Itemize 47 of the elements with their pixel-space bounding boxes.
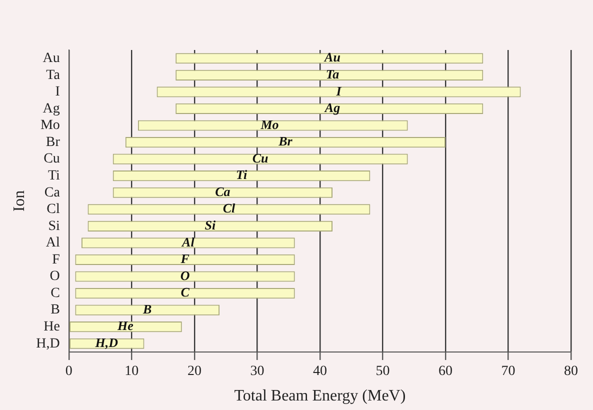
- y-tick-label: C: [50, 286, 60, 301]
- y-tick-label: Cu: [44, 152, 60, 167]
- y-tick-label: H,D: [36, 336, 60, 352]
- annotation: Mo: [260, 116, 280, 132]
- y-tick-label: Cl: [46, 202, 60, 218]
- y-tick-label: Ag: [42, 101, 60, 116]
- x-tick-label: 20: [187, 364, 202, 380]
- y-tick-label: Ca: [44, 185, 61, 200]
- y-tick-label: Al: [46, 236, 60, 251]
- x-tick-label: 80: [564, 364, 578, 380]
- annotation: Cl: [222, 200, 236, 216]
- annotation: Cu: [252, 150, 268, 166]
- annotation: Ca: [215, 184, 231, 199]
- x-tick-label: 60: [438, 364, 452, 380]
- y-tick-label: B: [50, 302, 60, 318]
- y-tick-label: F: [52, 252, 60, 268]
- annotation: C: [180, 284, 190, 300]
- annotation: Ta: [326, 66, 340, 82]
- x-tick-label: 10: [124, 364, 139, 380]
- annotation: O: [180, 268, 190, 283]
- y-tick-label: Ta: [46, 68, 61, 83]
- x-axis-title: Total Beam Energy (MeV): [234, 388, 406, 405]
- x-tick-label: 0: [65, 364, 72, 380]
- x-tick-label: 50: [376, 364, 390, 380]
- y-tick-label: Au: [42, 51, 60, 66]
- annotation: Al: [181, 234, 195, 250]
- annotation: He: [116, 318, 134, 334]
- annotation: H,D: [94, 334, 119, 350]
- y-tick-label: Si: [48, 218, 60, 234]
- y-tick-label: Br: [46, 134, 60, 150]
- y-tick-label: I: [55, 84, 60, 100]
- annotation: B: [142, 301, 152, 316]
- x-tick-label: 30: [250, 364, 264, 380]
- annotation: Br: [278, 134, 294, 149]
- y-tick-label: He: [44, 320, 60, 335]
- x-tick-label: 70: [501, 364, 516, 380]
- y-tick-label: Ti: [48, 168, 60, 184]
- annotation: Ag: [324, 100, 341, 116]
- annotation: Ti: [236, 167, 248, 182]
- annotation: Au: [324, 50, 340, 65]
- y-tick-label: Mo: [40, 118, 60, 134]
- annotation: I: [335, 83, 342, 98]
- y-axis-title: Ion: [10, 190, 28, 212]
- annotation: Si: [204, 218, 216, 233]
- annotation: F: [180, 251, 190, 266]
- x-tick-label: 40: [312, 364, 327, 380]
- y-tick-label: O: [50, 269, 60, 284]
